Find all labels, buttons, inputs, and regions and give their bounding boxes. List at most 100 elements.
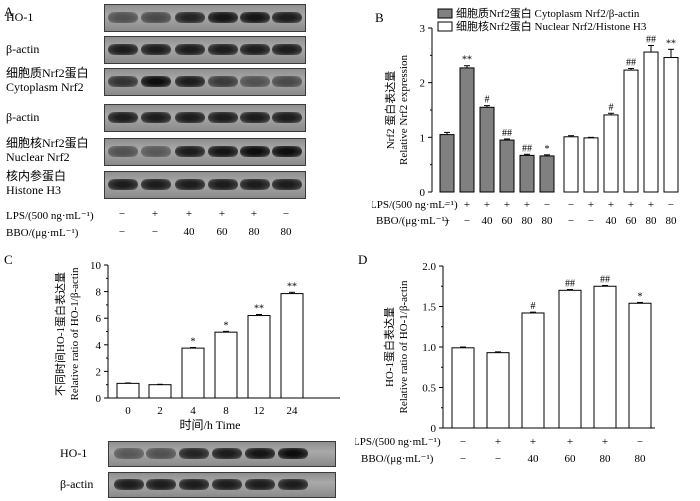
significance-mark: #	[485, 95, 490, 106]
bbo-dose: −	[118, 226, 126, 238]
lps-sign: −	[668, 199, 674, 211]
blot-band	[212, 448, 242, 459]
lps-sign: +	[648, 199, 654, 211]
bar	[583, 137, 599, 193]
bbo-dose: 80	[542, 215, 554, 227]
y-axis-label-cn: 不同时间HO-1蛋白表达量	[53, 272, 67, 396]
bar	[519, 154, 535, 193]
x-tick-label: 0	[125, 405, 131, 417]
lps-sign: +	[185, 208, 193, 220]
blot-band	[208, 112, 238, 123]
blot-label: β-actin	[6, 110, 40, 124]
bar	[439, 134, 455, 193]
bar	[623, 69, 639, 193]
bbo-dose: 40	[183, 226, 195, 238]
bar	[214, 331, 238, 399]
significance-mark: ##	[502, 128, 512, 139]
significance-mark: *	[191, 336, 196, 347]
bar	[663, 57, 679, 193]
blot-band	[245, 479, 275, 490]
blot-band	[272, 44, 302, 55]
lps-sign: +	[628, 199, 634, 211]
y-tick-label: 4	[96, 340, 102, 352]
blot-band	[240, 76, 270, 87]
lps-sign: +	[530, 436, 536, 448]
lps-sign: +	[495, 436, 501, 448]
blot-row	[104, 138, 306, 166]
blot-band	[240, 112, 270, 123]
y-tick-label: 8	[96, 287, 102, 299]
bbo-dose: 60	[565, 453, 577, 465]
bbo-dose: 80	[248, 226, 260, 238]
lps-sign: −	[282, 208, 290, 220]
panel-letter-b: B	[375, 10, 384, 25]
bar	[603, 114, 619, 193]
significance-mark: ##	[600, 274, 610, 285]
bbo-dose: 60	[626, 215, 638, 227]
bar	[148, 384, 172, 399]
blot-row	[104, 68, 306, 96]
blot-band	[108, 12, 138, 23]
bar	[451, 347, 475, 429]
legend-label: 细胞质Nrf2蛋白 Cytoplasm Nrf2/β-actin	[456, 6, 640, 20]
significance-mark: ##	[646, 34, 656, 45]
bar	[628, 302, 652, 429]
significance-mark: *	[545, 144, 550, 155]
blot-band	[208, 12, 238, 23]
blot-band	[141, 146, 171, 157]
blot-band	[108, 146, 138, 157]
blot-band	[141, 179, 171, 190]
lps-sign: −	[118, 208, 126, 220]
y-tick-label: 3	[420, 23, 426, 35]
bbo-dose: 60	[502, 215, 514, 227]
bar	[539, 155, 555, 193]
blot-band	[208, 179, 238, 190]
blot-band	[179, 448, 209, 459]
bbo-dose: 40	[606, 215, 618, 227]
bar	[521, 312, 545, 429]
lps-sign: +	[602, 436, 608, 448]
blot-band	[114, 479, 144, 490]
y-axis-label-cn: Nrf2 蛋白表达量	[383, 71, 397, 150]
blot-band	[141, 112, 171, 123]
blot-band	[175, 179, 205, 190]
bbo-dose: −	[151, 226, 159, 238]
lps-sign: +	[484, 199, 490, 211]
lps-sign: +	[250, 208, 258, 220]
blot-band	[108, 179, 138, 190]
significance-mark: #	[531, 301, 536, 312]
blot-band	[208, 146, 238, 157]
y-tick-label: 0.5	[422, 383, 436, 395]
bbo-dose: 80	[280, 226, 292, 238]
blot-label: β-actin	[60, 477, 94, 491]
y-tick-label: 1	[420, 132, 426, 144]
bbo-dose: 80	[600, 453, 612, 465]
blot-band	[240, 44, 270, 55]
lps-sign: +	[608, 199, 614, 211]
bbo-label: BBO/(μg·mL⁻¹)	[376, 215, 449, 227]
blot-band	[114, 448, 144, 459]
blot-label: 细胞核Nrf2蛋白 Nuclear Nrf2	[6, 136, 89, 164]
bar	[459, 67, 475, 193]
significance-mark: **	[287, 281, 297, 292]
blot-band	[272, 76, 302, 87]
bbo-label: BBO/(μg·mL⁻¹)	[361, 453, 434, 465]
bbo-dose: 40	[482, 215, 494, 227]
lps-sign: −	[568, 199, 574, 211]
significance-mark: ##	[522, 143, 532, 154]
blot-label: β-actin	[6, 42, 40, 56]
lps-label: LPS/(500 ng·mL⁻¹)	[372, 199, 458, 211]
blot-band	[141, 12, 171, 23]
bbo-dose: 80	[635, 453, 647, 465]
lps-sign: +	[588, 199, 594, 211]
blot-label: HO-1	[60, 446, 88, 460]
bar	[479, 106, 495, 193]
blot-band	[108, 44, 138, 55]
bbo-dose: −	[495, 453, 501, 465]
significance-mark: **	[462, 55, 472, 66]
blot-band	[245, 448, 275, 459]
y-tick-label: 2	[420, 78, 426, 90]
bar	[280, 293, 304, 399]
panel-letter-c: C	[4, 252, 13, 267]
